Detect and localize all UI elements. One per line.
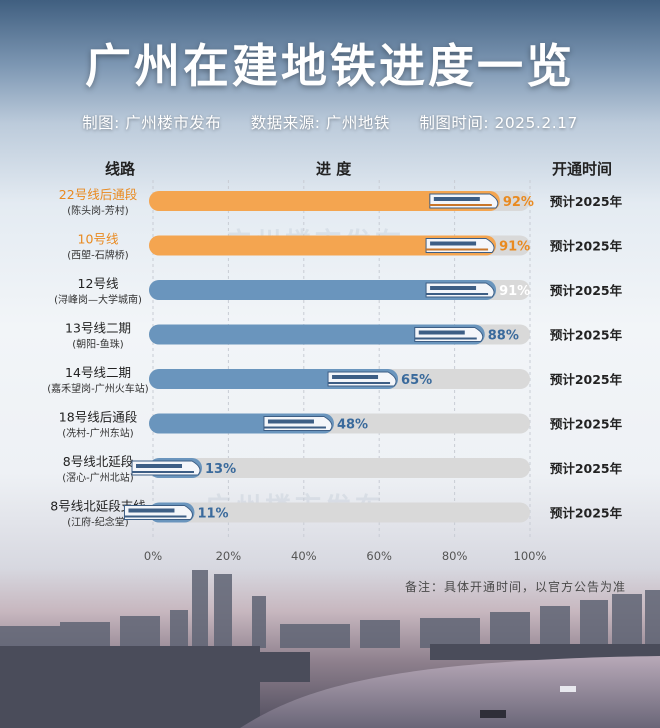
row-open-time: 预计2025年 — [550, 328, 623, 343]
bar-fill — [149, 235, 497, 256]
source-line: 制图: 广州楼市发布 数据来源: 广州地铁 制图时间: 2025.2.17 — [0, 111, 660, 133]
bar-fill — [149, 280, 497, 300]
row-line-section: (江府-纪念堂) — [67, 516, 129, 529]
row-line-section: (嘉禾望岗-广州火车站) — [47, 382, 149, 395]
row-open-time: 预计2025年 — [550, 283, 623, 298]
row-line-name: 10号线 — [78, 232, 119, 247]
source-chart-maker: 制图: 广州楼市发布 — [82, 114, 222, 132]
row-line-section: (浔峰岗—大学城南) — [54, 293, 142, 306]
bar-value-label: 48% — [337, 418, 368, 433]
train-stripe — [426, 248, 489, 251]
progress-chart: 0% 20% 40% 60% 80% 100% 22号线后通段 (陈头岗-芳村) 92% 预计20… — [47, 180, 623, 563]
train-stripe — [124, 515, 187, 518]
bar-value-label: 91% — [499, 240, 530, 255]
row-line-section: (陈头岗-芳村) — [67, 204, 129, 217]
row-line-name: 22号线后通段 — [59, 187, 137, 202]
x-tick-label: 40% — [291, 549, 317, 563]
row-line-name: 14号线二期 — [65, 365, 131, 380]
source-date: 制图时间: 2025.2.17 — [419, 114, 578, 132]
train-icon — [263, 416, 333, 431]
x-tick-label: 60% — [366, 549, 392, 563]
row-line-section: (滘心-广州北站) — [62, 471, 134, 484]
bar-value-label: 65% — [401, 373, 432, 388]
train-windows — [267, 419, 314, 424]
row-line-name: 18号线后通段 — [59, 410, 137, 425]
bar-value-label: 11% — [197, 507, 228, 522]
row-line-name: 8号线北延段 — [63, 454, 133, 469]
bar-value-label: 91% — [499, 284, 530, 299]
x-tick-label: 20% — [216, 549, 242, 563]
bar-value-label: 13% — [205, 462, 236, 477]
x-tick-label: 80% — [442, 549, 468, 563]
column-header-open: 开通时间 — [552, 160, 613, 178]
source-data-origin: 数据来源: 广州地铁 — [250, 114, 390, 132]
row-line-section: (西塱-石牌桥) — [67, 249, 129, 262]
row-line-name: 12号线 — [78, 276, 119, 291]
train-windows — [430, 286, 477, 290]
train-stripe — [132, 471, 195, 473]
city-skyline — [0, 570, 660, 728]
train-stripe — [429, 204, 492, 206]
row-line-section: (朝阳-鱼珠) — [72, 338, 124, 351]
train-stripe — [328, 382, 391, 384]
row-line-name: 13号线二期 — [65, 321, 131, 336]
train-stripe — [426, 293, 489, 295]
train-icon — [429, 193, 499, 209]
row-open-time: 预计2025年 — [550, 194, 623, 209]
column-header-line: 线路 — [105, 160, 136, 178]
train-icon — [425, 238, 495, 253]
bar-fill — [149, 191, 500, 211]
train-windows — [418, 330, 465, 335]
row-open-time: 预计2025年 — [550, 239, 623, 254]
row-open-time: 预计2025年 — [550, 417, 623, 432]
row-line-name: 8号线北延段支线 — [50, 499, 146, 514]
row-open-time: 预计2025年 — [550, 461, 623, 476]
x-tick-label: 100% — [514, 549, 547, 563]
footnote: 备注：具体开通时间，以官方公告为准 — [404, 580, 626, 594]
train-windows — [430, 241, 477, 246]
train-windows — [433, 197, 480, 201]
bar-value-label: 88% — [488, 329, 519, 344]
row-open-time: 预计2025年 — [550, 372, 623, 387]
train-stripe — [263, 426, 326, 429]
train-icon — [327, 371, 397, 387]
train-stripe — [414, 337, 477, 340]
bar-fill — [149, 324, 485, 345]
x-tick-label: 0% — [144, 549, 162, 563]
column-header-progress: 进 度 — [316, 160, 352, 178]
bar-value-label: 92% — [503, 195, 534, 210]
train-icon — [425, 282, 495, 298]
bar-track — [149, 458, 530, 478]
train-icon — [131, 460, 201, 476]
bar-track — [149, 502, 530, 523]
train-windows — [128, 508, 175, 513]
row-open-time: 预计2025年 — [550, 506, 623, 521]
page-title: 广州在建地铁进度一览 — [85, 39, 575, 93]
train-icon — [414, 327, 484, 342]
row-line-section: (冼村-广州东站) — [62, 427, 134, 440]
train-icon — [123, 505, 193, 520]
train-windows — [136, 464, 183, 468]
train-windows — [332, 375, 379, 379]
